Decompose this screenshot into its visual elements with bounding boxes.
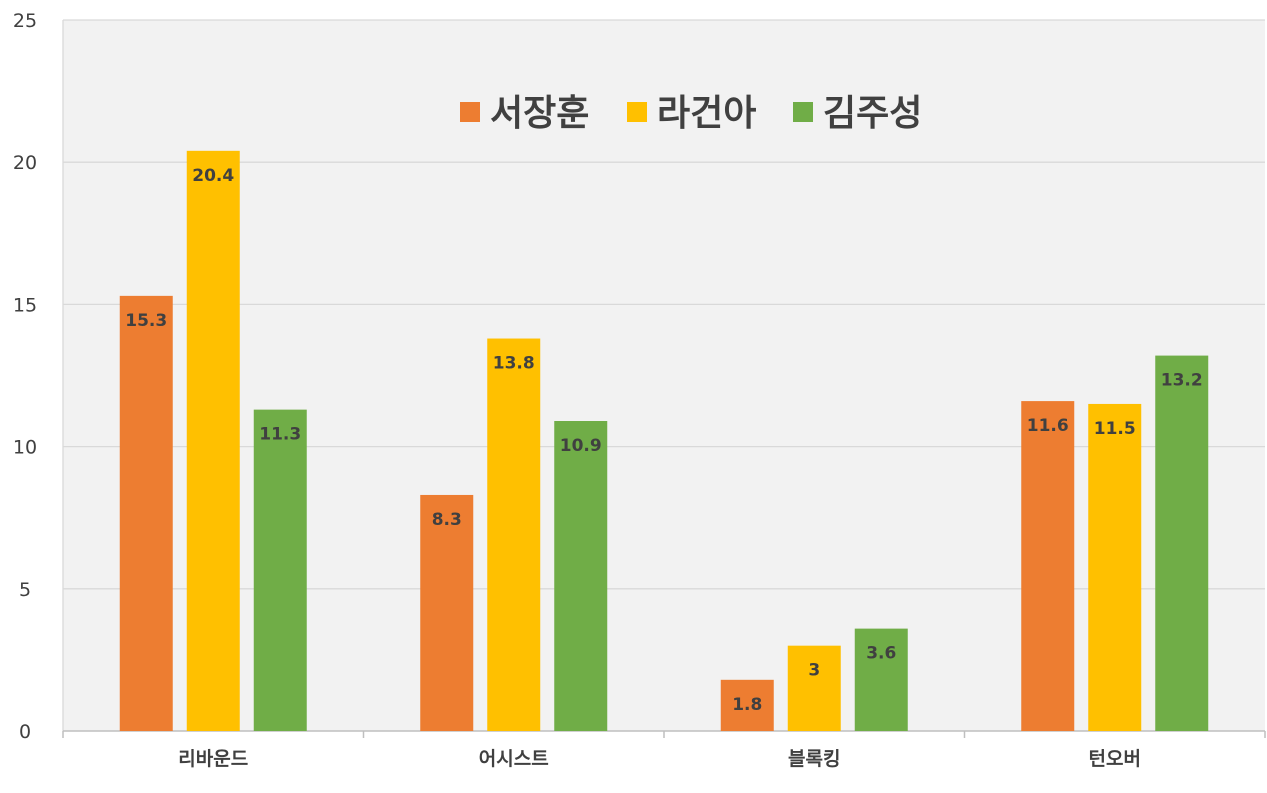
x-axis: 리바운드 어시스트 블록킹 턴오버 xyxy=(62,730,1266,770)
data-label: 10.9 xyxy=(560,436,602,456)
legend-swatch xyxy=(460,102,480,122)
legend-swatch xyxy=(627,102,647,122)
data-label: 11.5 xyxy=(1094,419,1136,439)
data-label: 3.6 xyxy=(866,644,896,664)
legend-label: 김주성 xyxy=(823,93,922,134)
x-category-label: 어시스트 xyxy=(479,748,549,770)
data-label: 11.3 xyxy=(259,425,301,445)
data-label: 13.8 xyxy=(493,354,535,374)
y-tick-label: 10 xyxy=(13,437,37,459)
bar xyxy=(186,150,240,732)
data-labels: 15.3 8.3 1.8 11.6 20.4 13.8 3 11.5 11.3 10.9 3.6 13… xyxy=(125,166,1202,715)
data-label: 20.4 xyxy=(192,166,234,186)
data-label: 13.2 xyxy=(1161,371,1203,391)
legend-swatch xyxy=(793,102,813,122)
bar xyxy=(1088,403,1142,731)
bar xyxy=(119,295,173,731)
legend-label: 서장훈 xyxy=(490,93,589,134)
bar xyxy=(720,679,774,731)
bar xyxy=(420,494,474,731)
bar xyxy=(487,338,541,731)
legend: 서장훈 라건아 김주성 xyxy=(460,93,922,134)
data-label: 15.3 xyxy=(125,311,167,331)
bars xyxy=(119,150,1209,732)
bar xyxy=(1155,355,1209,731)
x-category-label: 턴오버 xyxy=(1089,748,1141,770)
x-category-label: 블록킹 xyxy=(788,748,840,770)
y-tick-label: 25 xyxy=(13,10,37,32)
bar xyxy=(253,409,307,731)
y-tick-label: 15 xyxy=(13,294,37,316)
bar xyxy=(1021,401,1075,731)
bar xyxy=(554,421,608,731)
y-tick-label: 20 xyxy=(13,152,37,174)
data-label: 11.6 xyxy=(1027,416,1069,436)
legend-label: 라건아 xyxy=(657,93,756,134)
bar xyxy=(787,645,841,731)
y-axis: 0 5 10 15 20 25 xyxy=(13,10,64,743)
y-tick-label: 0 xyxy=(19,721,31,743)
x-category-label: 리바운드 xyxy=(178,748,248,770)
y-tick-label: 5 xyxy=(19,579,31,601)
bar xyxy=(854,628,908,731)
data-label: 1.8 xyxy=(732,695,762,715)
data-label: 3 xyxy=(808,661,820,681)
data-label: 8.3 xyxy=(432,510,462,530)
